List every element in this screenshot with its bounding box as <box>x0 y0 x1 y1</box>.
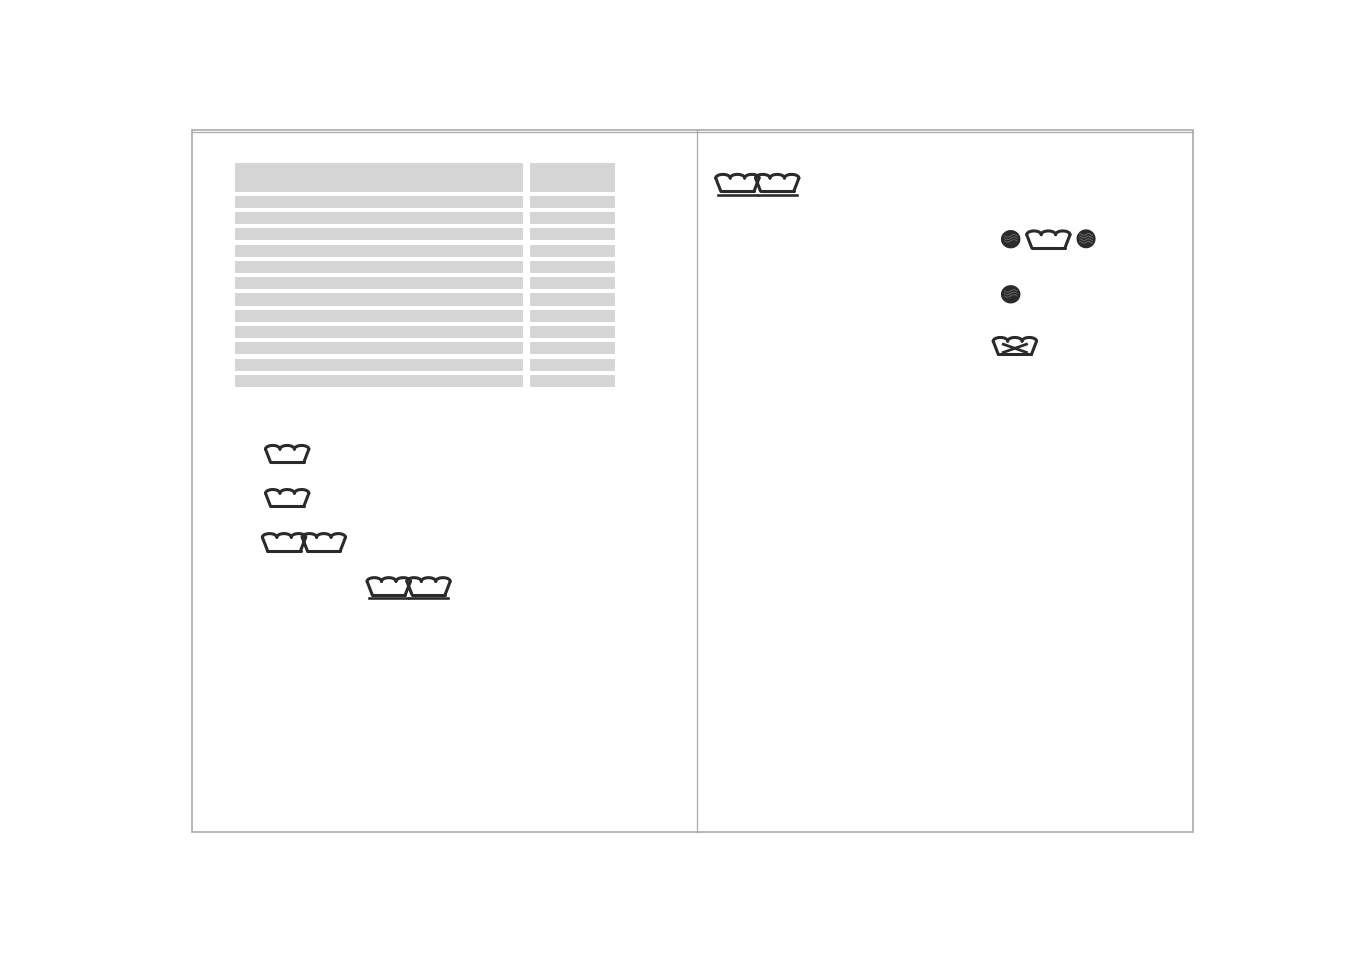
Bar <box>528 228 616 242</box>
Polygon shape <box>1001 287 1020 303</box>
Bar <box>528 358 616 373</box>
Bar <box>234 163 524 193</box>
Bar <box>234 261 524 274</box>
Bar <box>528 244 616 258</box>
Bar <box>528 326 616 339</box>
Bar <box>234 212 524 226</box>
Bar <box>528 261 616 274</box>
Bar <box>528 310 616 323</box>
Bar <box>528 294 616 307</box>
Bar <box>234 294 524 307</box>
Bar <box>528 212 616 226</box>
Bar <box>234 228 524 242</box>
Bar <box>234 310 524 323</box>
Bar <box>234 277 524 291</box>
Bar <box>528 375 616 389</box>
Polygon shape <box>1001 232 1020 249</box>
Bar <box>528 277 616 291</box>
Bar <box>528 342 616 355</box>
Bar <box>528 195 616 210</box>
Bar <box>234 195 524 210</box>
Polygon shape <box>1077 231 1094 249</box>
Bar <box>234 244 524 258</box>
Bar <box>234 375 524 389</box>
Bar <box>234 342 524 355</box>
Bar <box>234 358 524 373</box>
Bar <box>234 326 524 339</box>
Bar <box>528 163 616 193</box>
